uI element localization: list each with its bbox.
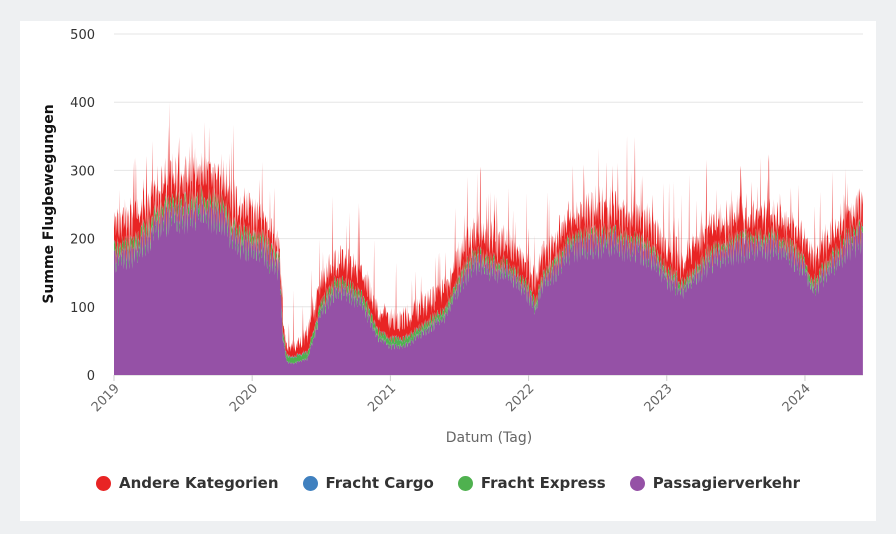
legend-item-andere-kategorien[interactable]: Andere Kategorien [95, 474, 279, 492]
x-axis: 2019 2020 2021 2022 2023 2024 [89, 375, 814, 415]
legend-label: Andere Kategorien [118, 474, 279, 492]
legend-label: Fracht Express [480, 474, 606, 492]
y-tick-label: 300 [70, 164, 95, 179]
y-tick-label: 0 [87, 369, 95, 384]
legend: Andere Kategorien Fracht Cargo Fracht Ex… [0, 474, 896, 492]
y-axis-title: Summe Flugbewegungen [41, 104, 57, 303]
y-tick-label: 400 [70, 96, 95, 111]
x-tick-label: 2021 [365, 381, 399, 415]
chart-areas [114, 101, 863, 375]
legend-item-fracht-express[interactable]: Fracht Express [457, 474, 606, 492]
y-axis: 0 100 200 300 400 500 [70, 28, 95, 384]
legend-marker-icon [629, 475, 645, 491]
legend-label: Passagierverkehr [652, 474, 801, 492]
x-tick-label: 2023 [642, 381, 676, 415]
area-passagierverkehr[interactable] [114, 195, 863, 375]
y-tick-label: 500 [70, 28, 95, 43]
legend-label: Fracht Cargo [325, 474, 434, 492]
legend-marker-icon [457, 475, 473, 491]
legend-marker-icon [95, 475, 111, 491]
y-tick-label: 100 [70, 301, 95, 316]
x-tick-label: 2022 [503, 381, 537, 415]
x-tick-label: 2020 [227, 381, 261, 415]
x-tick-label: 2024 [780, 381, 814, 415]
x-axis-title: Datum (Tag) [446, 430, 532, 446]
area-andere-kategorien[interactable] [114, 101, 863, 358]
x-tick-label: 2019 [89, 381, 123, 415]
legend-item-passagierverkehr[interactable]: Passagierverkehr [629, 474, 801, 492]
legend-marker-icon [302, 475, 318, 491]
legend-item-fracht-cargo[interactable]: Fracht Cargo [302, 474, 434, 492]
y-tick-label: 200 [70, 233, 95, 248]
